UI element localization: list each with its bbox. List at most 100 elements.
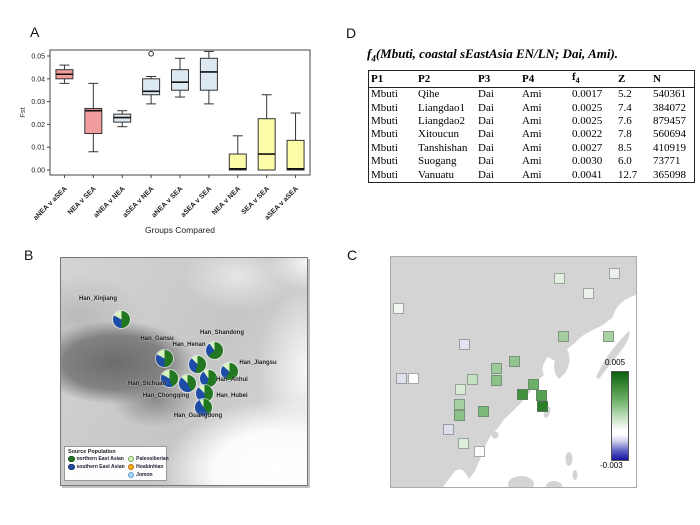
philippines-shape: [565, 452, 573, 466]
pie-label-han_henan: Han_Henan: [172, 342, 206, 348]
choropleth-square: [553, 272, 565, 284]
legend-item: southern East Asian: [68, 463, 125, 470]
legend-item-label: Paleosiberian: [136, 455, 169, 462]
table-cell: Mbuti: [371, 88, 398, 101]
table-cell: Suogang: [418, 155, 457, 168]
table-row: Mbuti Xitoucun Dai Ami 0.0022 7.8 560694: [369, 128, 695, 141]
table-cell: 73771: [653, 155, 681, 168]
choropleth-square: [458, 338, 470, 350]
x-category-label: aNEA v aSEA: [32, 185, 68, 221]
legend-item: Jomon: [127, 471, 169, 478]
table-cell: 7.6: [618, 115, 632, 127]
box-NEA-v-SEA: [84, 107, 103, 135]
y-tick-label: 0.03: [31, 99, 45, 106]
x-category-label: SEA v SEA: [240, 185, 271, 216]
y-tick-label: 0.00: [31, 168, 45, 175]
legend-column: Paleosiberian Hoabinhian Jomon: [127, 455, 169, 478]
table-cell: 0.0030: [572, 155, 603, 168]
choropleth-square: [457, 437, 469, 449]
legend-item: Paleosiberian: [127, 455, 169, 462]
column-header: N: [651, 70, 695, 89]
pie-han_henan: [188, 355, 206, 373]
legend-item: northern East Asian: [68, 455, 125, 462]
pie-label-han_chongqing: Han_Chongqing: [142, 393, 190, 399]
column-header: P3: [476, 70, 520, 89]
source-population-legend: Source Population northern East Asian sou…: [64, 445, 169, 481]
pie-han_hubei: [195, 384, 213, 402]
pie-han_shandong: [205, 341, 223, 359]
table-cell: 0.0025: [572, 115, 603, 127]
choropleth-map: 0.005 -0.003: [390, 256, 637, 488]
choropleth-square: [473, 445, 485, 457]
pie-label-han_sichuan: Han_Sichuan: [127, 381, 167, 387]
table-cell: Mbuti: [371, 101, 398, 114]
choropleth-square: [535, 389, 547, 401]
choropleth-square: [490, 362, 502, 374]
table-cell: Qihe: [418, 88, 440, 101]
f4-statistics-table: P1 P2 P3 P4 f4 Z N Mbuti Qihe Dai Ami 0.0017 5.2 5403…: [368, 70, 695, 184]
column-header: Z: [616, 70, 651, 89]
pie-label-han_shandong: Han_Shandong: [199, 330, 245, 336]
table-cell: 540361: [653, 88, 686, 101]
table-cell: Ami: [522, 155, 542, 168]
column-header: P4: [520, 70, 570, 89]
table-cell: 6.0: [618, 155, 632, 168]
y-tick-label: 0.04: [31, 76, 45, 83]
colorbar-min-label: -0.003: [600, 461, 623, 470]
choropleth-square: [557, 330, 569, 342]
table-cell: Mbuti: [371, 128, 398, 141]
legend-swatch-icon: [127, 463, 135, 470]
y-tick-label: 0.05: [31, 54, 45, 61]
map-b-overlay: Han_Xinjiang Han_Gansu Han_Shandong Han_Hen…: [61, 258, 307, 485]
legend-swatch-icon: [68, 455, 75, 462]
table-cell: 384072: [653, 101, 686, 114]
choropleth-square: [453, 409, 465, 421]
x-category-label: NEA v NEA: [211, 185, 242, 216]
legend-item-label: Hoabinhian: [136, 463, 164, 470]
choropleth-square: [527, 378, 539, 390]
pie-label-han_anhui: Han_Anhui: [216, 377, 248, 383]
choropleth-square: [508, 355, 520, 367]
legend-column: northern East Asian southern East Asian: [68, 455, 125, 479]
pie-label-han_guangdong: Han_Guangdong: [173, 413, 223, 419]
table-cell: Dai: [478, 155, 494, 168]
legend-swatch-icon: [127, 471, 135, 478]
choropleth-square: [582, 287, 594, 299]
choropleth-square: [454, 383, 466, 395]
table-cell: Dai: [478, 101, 494, 114]
table-cell: Ami: [522, 128, 542, 141]
x-axis-title: Groups Compared: [145, 225, 215, 235]
box-aSEA-v-NEA: [142, 78, 161, 96]
table-cell: Dai: [478, 88, 494, 101]
table-row: Mbuti Tanshishan Dai Ami 0.0027 8.5 410919: [369, 142, 695, 155]
panel-c-label: C: [347, 247, 358, 263]
table-cell: Tanshishan: [418, 141, 468, 154]
choropleth-square: [536, 400, 548, 412]
choropleth-square: [395, 372, 407, 384]
box-SEA-v-SEA: [257, 118, 276, 171]
choropleth-square: [477, 405, 489, 417]
table-cell: 0.0041: [572, 168, 603, 181]
colorbar-max-label: 0.005: [605, 358, 626, 367]
borneo-shape: [508, 476, 534, 487]
philippines-shape-2: [572, 470, 578, 480]
pie-label-han_xinjiang: Han_Xinjiang: [78, 296, 118, 302]
pie-han_jiangsu: [220, 362, 238, 380]
pie-han_gansu: [155, 349, 173, 367]
table-cell: Ami: [522, 88, 542, 101]
table-cell: Dai: [478, 115, 494, 127]
colorbar-gradient: [611, 371, 629, 461]
table-cell: 7.8: [618, 128, 632, 141]
panel-d-label: D: [346, 25, 357, 41]
map-c-overlay: [391, 257, 636, 487]
legend-item-label: northern East Asian: [76, 455, 124, 462]
legend-title: Source Population: [68, 448, 116, 455]
table-cell: Ami: [522, 101, 542, 114]
table-cell: Ami: [522, 115, 542, 127]
legend-item: Hoabinhian: [127, 463, 169, 470]
table-cell: 365098: [653, 168, 686, 181]
f4-title-prefix: f: [367, 46, 372, 61]
table-cell: 560694: [653, 128, 686, 141]
f4-table-title: f4(Mbuti, coastal sEastAsia EN/LN; Dai, …: [367, 46, 677, 64]
